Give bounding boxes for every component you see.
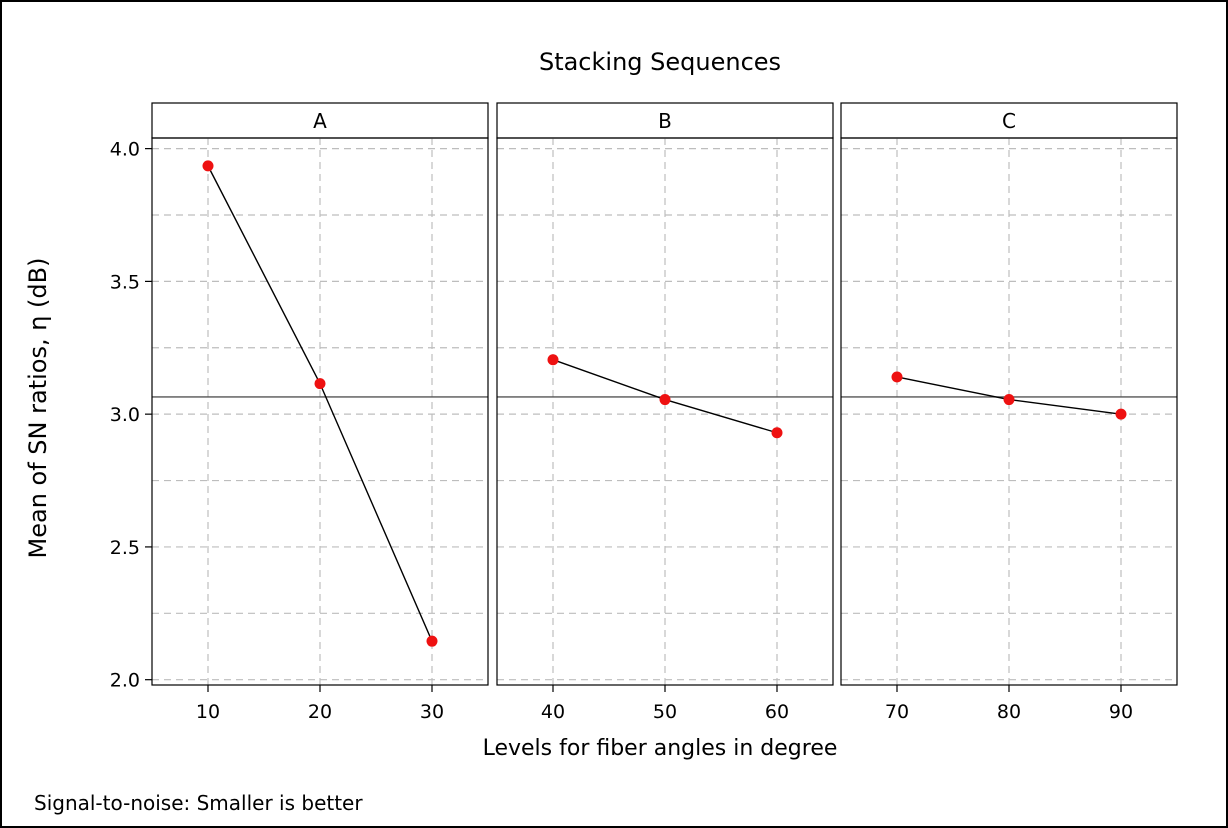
data-point xyxy=(547,354,559,366)
y-tick-label: 2.5 xyxy=(110,537,140,559)
panel-border xyxy=(151,137,489,686)
x-tick-label: 90 xyxy=(1109,701,1133,723)
panel-strip-label: A xyxy=(313,109,327,133)
data-point xyxy=(659,394,671,406)
data-point xyxy=(314,378,326,390)
panel-C: C 70 80 90 xyxy=(840,102,1178,723)
data-point xyxy=(891,371,903,383)
panel-border xyxy=(496,137,834,686)
x-tick-label: 50 xyxy=(653,701,677,723)
panels: A 10 20 30 B 40 50 60 C 70 80 90 xyxy=(151,102,1178,723)
chart-title: Stacking Sequences xyxy=(539,48,781,76)
panel-B: B 40 50 60 xyxy=(496,102,834,723)
footnote: Signal-to-noise: Smaller is better xyxy=(34,791,363,815)
panel-border xyxy=(840,137,1178,686)
x-axis-label: Levels for fiber angles in degree xyxy=(483,736,838,761)
y-tick-label: 2.0 xyxy=(110,670,140,692)
panel-strip-label: B xyxy=(658,109,672,133)
panel-strip xyxy=(496,102,834,139)
data-point xyxy=(1115,408,1127,420)
x-tick-label: 10 xyxy=(196,701,220,723)
data-point xyxy=(1003,394,1015,406)
x-tick-label: 60 xyxy=(765,701,789,723)
x-tick-label: 40 xyxy=(541,701,565,723)
x-tick-label: 80 xyxy=(997,701,1021,723)
x-tick-label: 30 xyxy=(420,701,444,723)
data-point xyxy=(426,635,438,647)
data-point xyxy=(202,160,214,172)
y-tick-label: 4.0 xyxy=(110,139,140,161)
panel-strip-label: C xyxy=(1002,109,1016,133)
panel-strip xyxy=(840,102,1178,139)
data-point xyxy=(771,427,783,439)
panel-A: A 10 20 30 xyxy=(151,102,489,723)
y-tick-label: 3.0 xyxy=(110,404,140,426)
y-axis-label: Mean of SN ratios, η (dB) xyxy=(24,258,52,559)
x-tick-label: 20 xyxy=(308,701,332,723)
y-axis: 2.0 2.5 3.0 3.5 4.0 xyxy=(110,139,152,692)
y-tick-label: 3.5 xyxy=(110,271,140,293)
x-tick-label: 70 xyxy=(885,701,909,723)
